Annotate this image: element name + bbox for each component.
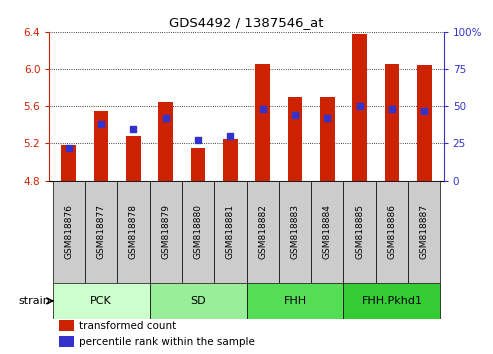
- Bar: [352, 34, 367, 181]
- Point: [356, 103, 364, 109]
- Text: strain: strain: [18, 296, 50, 306]
- Bar: [59, 336, 74, 347]
- Bar: [255, 64, 270, 181]
- Bar: [53, 283, 149, 319]
- Text: FHH: FHH: [283, 296, 307, 306]
- Text: GSM818887: GSM818887: [420, 204, 429, 259]
- Point: [421, 108, 428, 114]
- Bar: [408, 181, 440, 283]
- Bar: [311, 181, 344, 283]
- Text: GSM818878: GSM818878: [129, 204, 138, 259]
- Bar: [85, 181, 117, 283]
- Text: GSM818876: GSM818876: [64, 204, 73, 259]
- Text: GSM818884: GSM818884: [323, 204, 332, 259]
- Point: [226, 133, 234, 139]
- Point: [162, 115, 170, 121]
- Bar: [149, 283, 246, 319]
- Bar: [126, 136, 141, 181]
- Bar: [344, 181, 376, 283]
- Point: [323, 115, 331, 121]
- Point: [194, 138, 202, 143]
- Bar: [117, 181, 149, 283]
- Text: GSM818882: GSM818882: [258, 204, 267, 259]
- Bar: [214, 181, 246, 283]
- Bar: [288, 97, 302, 181]
- Bar: [246, 181, 279, 283]
- Point: [259, 106, 267, 112]
- Text: percentile rank within the sample: percentile rank within the sample: [79, 337, 255, 347]
- Point: [65, 145, 72, 151]
- Point: [129, 126, 137, 131]
- Text: PCK: PCK: [90, 296, 112, 306]
- Bar: [62, 145, 76, 181]
- Bar: [182, 181, 214, 283]
- Text: FHH.Pkhd1: FHH.Pkhd1: [361, 296, 423, 306]
- Title: GDS4492 / 1387546_at: GDS4492 / 1387546_at: [169, 16, 324, 29]
- Bar: [191, 148, 205, 181]
- Text: GSM818880: GSM818880: [194, 204, 203, 259]
- Bar: [59, 320, 74, 331]
- Text: SD: SD: [190, 296, 206, 306]
- Point: [388, 106, 396, 112]
- Bar: [279, 181, 311, 283]
- Point: [97, 121, 105, 127]
- Bar: [417, 65, 431, 181]
- Text: GSM818879: GSM818879: [161, 204, 170, 259]
- Bar: [344, 283, 440, 319]
- Bar: [246, 283, 344, 319]
- Text: GSM818883: GSM818883: [290, 204, 299, 259]
- Text: GSM818877: GSM818877: [97, 204, 106, 259]
- Point: [291, 112, 299, 118]
- Bar: [158, 102, 173, 181]
- Bar: [53, 181, 85, 283]
- Text: transformed count: transformed count: [79, 321, 176, 331]
- Text: GSM818886: GSM818886: [387, 204, 396, 259]
- Bar: [94, 111, 108, 181]
- Bar: [149, 181, 182, 283]
- Text: GSM818881: GSM818881: [226, 204, 235, 259]
- Bar: [320, 97, 335, 181]
- Bar: [376, 181, 408, 283]
- Text: GSM818885: GSM818885: [355, 204, 364, 259]
- Bar: [223, 139, 238, 181]
- Bar: [385, 64, 399, 181]
